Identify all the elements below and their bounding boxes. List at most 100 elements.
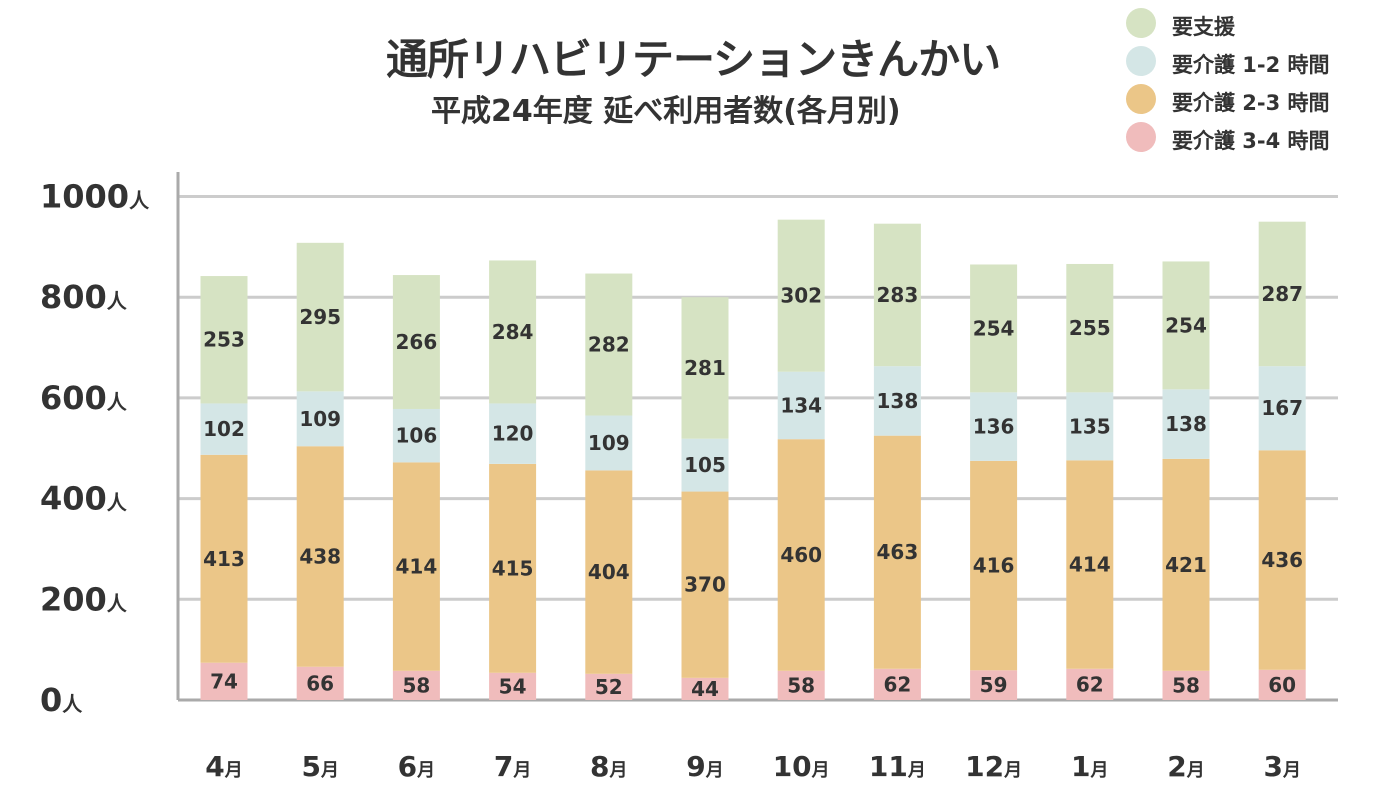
x-tick-unit: 月	[1282, 760, 1301, 781]
bar-segment	[970, 392, 1018, 461]
data-label: 255	[1069, 316, 1111, 340]
chart-subtitle: 平成24年度 延べ利用者数(各月別)	[431, 94, 901, 129]
x-tick-label: 7月	[494, 750, 531, 783]
y-tick-unit: 人	[62, 692, 83, 716]
x-tick-value: 9	[686, 750, 705, 783]
data-label: 266	[396, 330, 438, 354]
x-tick-label: 6月	[398, 750, 435, 783]
bar-segment	[489, 463, 537, 673]
bar-segment	[1066, 668, 1114, 700]
data-label: 463	[877, 540, 919, 564]
x-tick-label: 1月	[1071, 750, 1108, 783]
x-tick-label: 8月	[590, 750, 627, 783]
bar-segment	[392, 408, 440, 463]
bar-segment	[1162, 670, 1210, 700]
bar-segment	[970, 670, 1018, 700]
data-label: 60	[1268, 673, 1296, 697]
x-tick-value: 8	[590, 750, 609, 783]
x-tick-label: 12月	[965, 750, 1022, 783]
y-tick-unit: 人	[107, 390, 128, 414]
data-label: 460	[780, 543, 822, 567]
bar-segment	[681, 491, 729, 678]
bar-segment	[585, 415, 633, 471]
bar-segment	[873, 366, 921, 436]
bar-segment	[392, 462, 440, 671]
x-tick-unit: 月	[705, 760, 724, 781]
data-label: 135	[1069, 414, 1111, 438]
data-label: 66	[306, 671, 334, 695]
x-tick-unit: 月	[811, 760, 830, 781]
bar-segment	[1066, 263, 1114, 393]
x-tick-label: 2月	[1167, 750, 1204, 783]
bar-segment	[681, 297, 729, 439]
bar-segment	[296, 666, 344, 700]
data-label: 109	[299, 407, 341, 431]
x-tick-unit: 月	[416, 760, 435, 781]
bar-segment	[296, 446, 344, 667]
data-label: 284	[492, 320, 534, 344]
bar-segment	[777, 219, 825, 372]
data-label: 167	[1261, 396, 1303, 420]
bar-segment	[585, 273, 633, 416]
bar-segment	[777, 670, 825, 700]
x-tick-label: 4月	[205, 750, 242, 783]
bar-segment	[777, 439, 825, 671]
data-label: 414	[396, 555, 438, 579]
data-label: 136	[973, 415, 1015, 439]
data-label: 44	[691, 677, 719, 701]
y-tick-unit: 人	[107, 491, 128, 515]
legend-label: 要支援	[1172, 15, 1235, 39]
x-tick-unit: 月	[320, 760, 339, 781]
data-label: 62	[883, 672, 911, 696]
bar-segment	[873, 223, 921, 367]
x-tick-value: 2	[1167, 750, 1186, 783]
x-tick-value: 3	[1263, 750, 1282, 783]
x-tick-value: 5	[301, 750, 320, 783]
legend-label: 要介護 3-4 時間	[1172, 129, 1330, 153]
bar-segment	[296, 242, 344, 392]
data-label: 58	[1172, 673, 1200, 697]
data-label: 106	[396, 424, 438, 448]
bar-segment	[777, 371, 825, 440]
legend-swatch	[1126, 122, 1156, 152]
x-tick-unit: 月	[512, 760, 531, 781]
x-tick-label: 9月	[686, 750, 723, 783]
bar-segment	[489, 260, 537, 404]
y-tick-value: 400	[40, 480, 107, 518]
x-tick-unit: 月	[609, 760, 628, 781]
data-label: 282	[588, 333, 630, 357]
data-label: 421	[1165, 553, 1207, 577]
bar-segment	[873, 435, 921, 669]
x-tick-label: 5月	[301, 750, 338, 783]
y-tick-label: 800人	[40, 278, 128, 316]
data-label: 254	[1165, 313, 1207, 337]
data-label: 62	[1076, 672, 1104, 696]
x-tick-value: 6	[398, 750, 417, 783]
data-label: 370	[684, 573, 726, 597]
data-label: 281	[684, 356, 726, 380]
y-tick-label: 200人	[40, 580, 128, 618]
data-label: 295	[299, 305, 341, 329]
data-label: 109	[588, 431, 630, 455]
y-tick-label: 0人	[40, 681, 83, 719]
data-label: 120	[492, 422, 534, 446]
data-label: 138	[1165, 412, 1207, 436]
chart-title: 通所リハビリテーションきんかい	[386, 35, 1001, 84]
bar-segment	[1258, 221, 1306, 367]
y-tick-label: 600人	[40, 379, 128, 417]
bar-segment	[1162, 389, 1210, 459]
bar-segment	[200, 403, 248, 455]
bar-segment	[970, 264, 1018, 393]
x-tick-label: 10月	[773, 750, 830, 783]
data-label: 58	[787, 673, 815, 697]
legend-label: 要介護 1-2 時間	[1172, 53, 1330, 77]
bar-segment	[585, 673, 633, 700]
data-label: 58	[402, 673, 430, 697]
bar-segment	[200, 454, 248, 663]
x-tick-label: 11月	[869, 750, 926, 783]
bar-segment	[970, 460, 1018, 671]
x-tick-unit: 月	[1003, 760, 1022, 781]
y-tick-value: 600	[40, 379, 107, 417]
data-label: 54	[499, 674, 527, 698]
